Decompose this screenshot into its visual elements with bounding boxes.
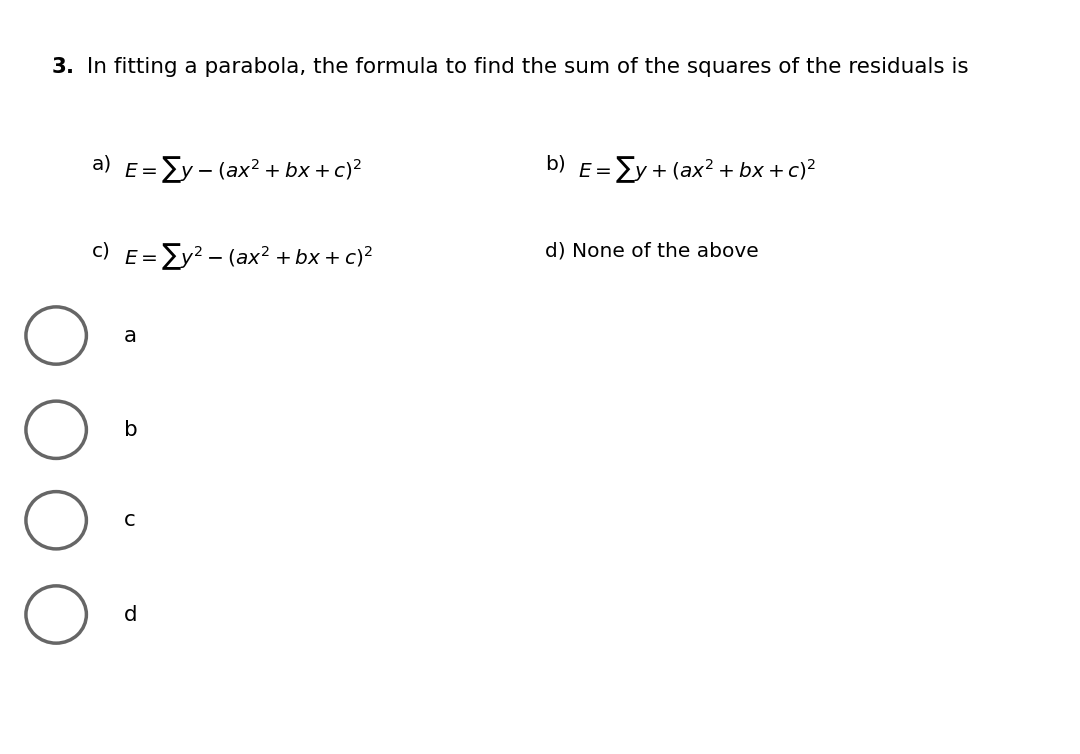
Text: b: b bbox=[124, 420, 138, 440]
Text: d: d bbox=[124, 605, 138, 624]
Text: d) None of the above: d) None of the above bbox=[545, 241, 759, 260]
Text: $E = \sum y^2 - (ax^2 + bx + c)^2$: $E = \sum y^2 - (ax^2 + bx + c)^2$ bbox=[124, 241, 373, 272]
Text: 3.: 3. bbox=[52, 57, 75, 77]
Text: c: c bbox=[124, 510, 136, 530]
Text: $E = \sum y - (ax^2 + bx + c)^2$: $E = \sum y - (ax^2 + bx + c)^2$ bbox=[124, 155, 363, 185]
Text: a): a) bbox=[92, 155, 112, 173]
Text: a: a bbox=[124, 326, 137, 345]
Text: c): c) bbox=[92, 241, 110, 260]
Text: $E = \sum y + (ax^2 + bx + c)^2$: $E = \sum y + (ax^2 + bx + c)^2$ bbox=[578, 155, 816, 185]
Text: b): b) bbox=[545, 155, 566, 173]
Text: In fitting a parabola, the formula to find the sum of the squares of the residua: In fitting a parabola, the formula to fi… bbox=[80, 57, 969, 77]
